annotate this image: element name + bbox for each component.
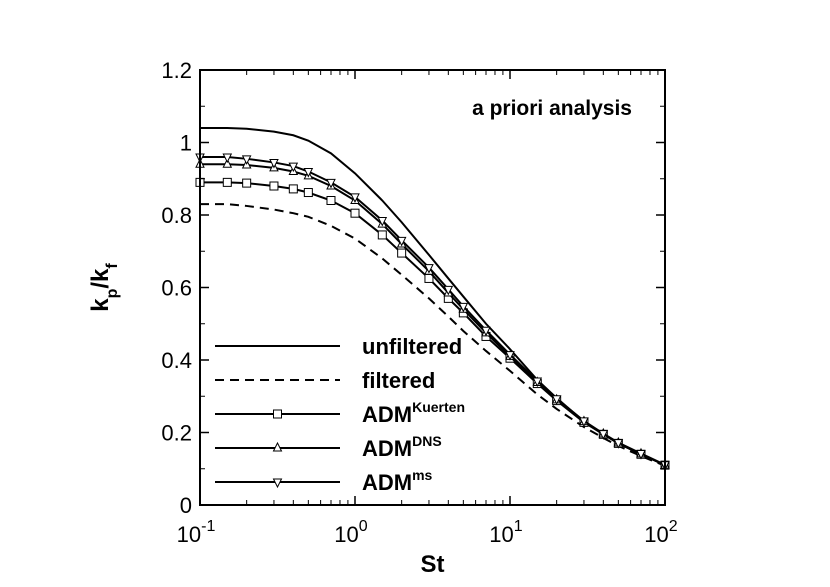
x-tick-label-base: 10	[489, 522, 513, 547]
legend-label-name: ADM	[362, 436, 412, 461]
data-point	[532, 377, 543, 388]
y-axis-label-base2: k	[87, 268, 114, 282]
y-axis-label-sub2: f	[104, 263, 121, 269]
y-axis-label-base: k	[87, 298, 114, 312]
series-line	[200, 203, 666, 467]
legend-label: unfiltered	[362, 334, 462, 359]
data-point	[397, 248, 407, 258]
legend-label-name: ADM	[362, 402, 412, 427]
data-point	[288, 162, 299, 173]
y-axis-label-slash: /	[87, 282, 114, 289]
data-point	[579, 417, 589, 428]
series-1	[200, 203, 666, 467]
data-point	[598, 430, 609, 440]
y-tick-label: 1.2	[161, 58, 192, 83]
x-tick-label: 10-1	[177, 518, 216, 547]
x-tick-label: 102	[644, 518, 677, 547]
legend-label-sup: DNS	[412, 433, 442, 449]
x-tick-label: 101	[489, 518, 522, 547]
series-layer	[195, 127, 670, 471]
data-point	[636, 450, 646, 460]
legend-label: ADMDNS	[362, 433, 442, 461]
data-point	[458, 302, 469, 313]
data-point	[481, 326, 491, 337]
legend-entry: filtered	[215, 368, 435, 393]
legend-label-sup: ms	[412, 467, 432, 483]
data-point	[505, 351, 515, 361]
data-point	[326, 178, 336, 189]
data-point	[222, 158, 233, 168]
data-point	[613, 439, 624, 449]
axis-ticks: 00.20.40.60.811.210-1 100 101 102	[161, 58, 677, 547]
legend-label-name: ADM	[362, 470, 412, 495]
data-point	[424, 264, 434, 274]
data-point	[377, 230, 387, 240]
x-tick-label: 100	[334, 518, 367, 547]
legend-marker	[272, 441, 283, 452]
series-2	[195, 177, 670, 470]
legend-label-name: filtered	[362, 368, 435, 393]
data-point	[551, 395, 562, 405]
y-tick-label: 0.4	[161, 348, 192, 373]
y-tick-label: 0	[180, 493, 192, 518]
data-point	[326, 196, 336, 205]
data-point	[350, 193, 360, 203]
data-point	[350, 208, 360, 218]
x-tick-label-base: 10	[644, 522, 668, 547]
x-axis-label: St	[421, 551, 445, 578]
series-line	[200, 156, 666, 466]
legend-label: ADMms	[362, 467, 433, 495]
data-point	[288, 184, 298, 194]
data-point	[377, 216, 388, 227]
legend-entry: ADMDNS	[215, 433, 442, 461]
x-tick-label-exponent: 2	[669, 518, 678, 535]
y-tick-label: 0.8	[161, 203, 192, 228]
legend-marker	[272, 478, 283, 489]
legend-label-sup: Kuerten	[412, 399, 465, 415]
y-tick-label: 0.6	[161, 276, 192, 301]
data-point	[241, 155, 252, 165]
data-point	[222, 153, 233, 164]
data-point	[396, 236, 407, 247]
data-point	[269, 158, 279, 169]
x-tick-label-exponent: 0	[359, 518, 368, 535]
y-tick-label: 1	[180, 131, 192, 156]
annotation-text: a priori analysis	[472, 97, 632, 120]
x-tick-label-base: 10	[334, 522, 358, 547]
y-tick-label: 0.2	[161, 421, 192, 446]
data-point	[222, 177, 232, 187]
x-tick-label-base: 10	[177, 522, 201, 547]
data-point	[269, 181, 279, 191]
data-point	[443, 285, 454, 296]
series-4	[195, 153, 670, 471]
x-tick-label-exponent: -1	[201, 518, 215, 535]
legend-marker	[273, 409, 282, 419]
series-line	[200, 163, 666, 467]
legend-label: ADMKuerten	[362, 399, 465, 427]
series-line	[200, 181, 666, 467]
y-axis-label: kp/kf	[87, 263, 121, 312]
x-tick-label-exponent: 1	[514, 518, 523, 535]
y-axis-label-sub1: p	[104, 288, 121, 298]
legend-entry: ADMms	[215, 467, 433, 495]
legend-label-name: unfiltered	[362, 334, 462, 359]
legend-entry: unfiltered	[215, 334, 462, 359]
data-point	[303, 188, 313, 198]
legend-entry: ADMKuerten	[215, 399, 465, 427]
data-point	[303, 168, 314, 178]
data-point	[242, 178, 252, 188]
legend-label: filtered	[362, 368, 435, 393]
series-3	[195, 158, 670, 469]
